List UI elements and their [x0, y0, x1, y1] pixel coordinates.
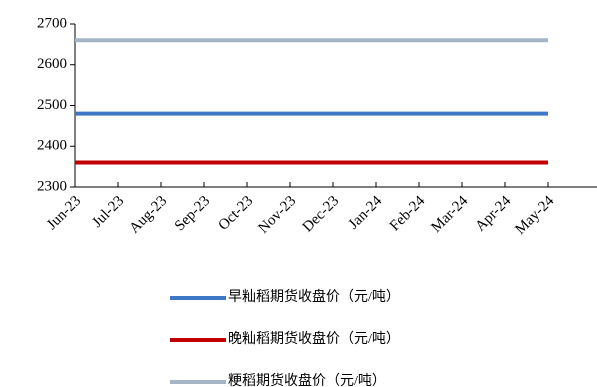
x-tick-label: Jul-23 — [89, 193, 127, 231]
x-tick-label: Jun-23 — [44, 193, 84, 233]
y-tick-label: 2600 — [37, 56, 67, 72]
x-tick-label: Nov-23 — [256, 193, 300, 237]
x-tick-label: Sep-23 — [172, 193, 213, 234]
x-tick-label: Aug-23 — [127, 193, 171, 237]
x-tick-label: Dec-23 — [300, 193, 343, 236]
x-tick-label: Feb-24 — [387, 193, 429, 235]
x-tick-label: Apr-24 — [473, 193, 515, 235]
x-tick-label: May-24 — [512, 193, 557, 238]
y-tick-label: 2500 — [37, 97, 67, 113]
y-tick-label: 2300 — [37, 178, 67, 194]
x-tick-label: Oct-23 — [215, 193, 256, 234]
y-tick-label: 2400 — [37, 138, 67, 154]
x-tick-label: Jan-24 — [346, 193, 386, 233]
legend-label: 粳稻期货收盘价（元/吨） — [228, 372, 386, 387]
legend-label: 早籼稻期货收盘价（元/吨） — [228, 288, 400, 305]
x-tick-label: Mar-24 — [428, 193, 471, 236]
y-tick-label: 2700 — [37, 15, 67, 31]
legend-label: 晚籼稻期货收盘价（元/吨） — [228, 330, 400, 347]
